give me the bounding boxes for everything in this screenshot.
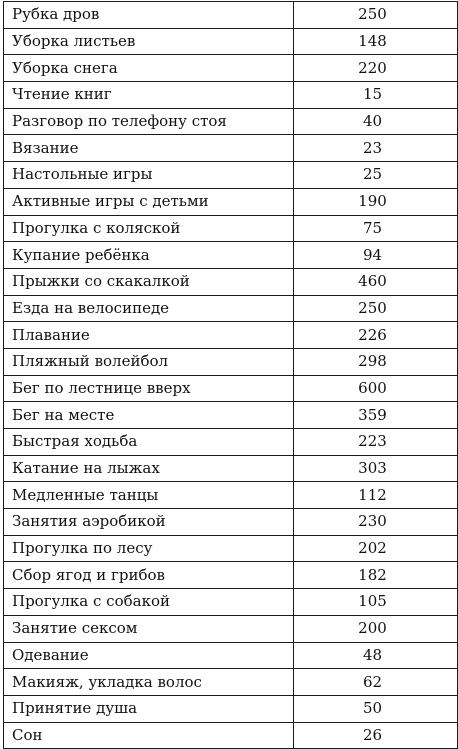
calorie-value-cell: 359	[293, 401, 458, 429]
calorie-value-cell: 223	[293, 428, 458, 456]
table-row: Бег на месте 359	[3, 401, 458, 429]
activity-cell: Бег по лестнице вверх	[3, 374, 294, 403]
activity-cell: Занятие сексом	[3, 614, 294, 643]
calorie-value-cell: 303	[293, 454, 458, 483]
table-row: Бег по лестнице вверх 600	[3, 374, 458, 403]
table-row: Вязание 23	[3, 134, 458, 163]
activity-cell: Рубка дров	[3, 1, 294, 29]
table-row: Прогулка с коляской 75	[3, 214, 458, 243]
calorie-value-cell: 202	[293, 534, 458, 563]
calorie-value-cell: 200	[293, 614, 458, 643]
calorie-value-cell: 460	[293, 267, 458, 296]
table-row: Сбор ягод и грибов 182	[3, 561, 458, 590]
calorie-value-cell: 94	[293, 241, 458, 269]
activity-cell: Прогулка по лесу	[3, 534, 294, 563]
table-row: Занятие сексом 200	[3, 614, 458, 643]
table-row: Рубка дров 250	[3, 1, 458, 29]
calorie-value-cell: 220	[293, 54, 458, 83]
calorie-value-cell: 230	[293, 508, 458, 536]
table-row: Прыжки со скакалкой 460	[3, 267, 458, 296]
calorie-value-cell: 112	[293, 481, 458, 510]
activity-cell: Макияж, укладка волос	[3, 668, 294, 696]
activity-cell: Медленные танцы	[3, 481, 294, 510]
calorie-value-cell: 25	[293, 161, 458, 189]
calorie-value-cell: 62	[293, 668, 458, 696]
table-row: Плавание 226	[3, 321, 458, 349]
table-row: Чтение книг 15	[3, 81, 458, 109]
activity-cell: Сон	[3, 721, 294, 749]
activity-cell: Плавание	[3, 321, 294, 349]
table-row: Катание на лыжах 303	[3, 454, 458, 483]
calorie-value-cell: 40	[293, 107, 458, 136]
table-row: Настольные игры 25	[3, 161, 458, 189]
calorie-value-cell: 600	[293, 374, 458, 403]
calorie-value-cell: 226	[293, 321, 458, 349]
calorie-value-cell: 105	[293, 588, 458, 616]
table-row: Пляжный волейбол 298	[3, 347, 458, 376]
calorie-value-cell: 148	[293, 27, 458, 56]
activity-cell: Прогулка с собакой	[3, 588, 294, 616]
activity-cell: Сбор ягод и грибов	[3, 561, 294, 590]
calorie-value-cell: 26	[293, 721, 458, 749]
activity-cell: Занятия аэробикой	[3, 508, 294, 536]
table-row: Медленные танцы 112	[3, 481, 458, 510]
table-body: Рубка дров 250 Уборка листьев 148 Уборка…	[3, 1, 458, 749]
table-row: Купание ребёнка 94	[3, 241, 458, 269]
activity-cell: Принятие душа	[3, 694, 294, 723]
calorie-value-cell: 250	[293, 1, 458, 29]
calorie-value-cell: 182	[293, 561, 458, 590]
calorie-value-cell: 50	[293, 694, 458, 723]
activity-cell: Уборка снега	[3, 54, 294, 83]
table-row: Одевание 48	[3, 641, 458, 670]
activity-cell: Купание ребёнка	[3, 241, 294, 269]
activity-cell: Настольные игры	[3, 161, 294, 189]
activity-cell: Быстрая ходьба	[3, 428, 294, 456]
table-row: Занятия аэробикой 230	[3, 508, 458, 536]
activity-cell: Уборка листьев	[3, 27, 294, 56]
table-row: Прогулка по лесу 202	[3, 534, 458, 563]
table-row: Езда на велосипеде 250	[3, 294, 458, 323]
calorie-value-cell: 75	[293, 214, 458, 243]
activity-cell: Пляжный волейбол	[3, 347, 294, 376]
calorie-value-cell: 298	[293, 347, 458, 376]
table-row: Принятие душа 50	[3, 694, 458, 723]
activity-cell: Катание на лыжах	[3, 454, 294, 483]
activity-cell: Активные игры с детьми	[3, 187, 294, 216]
table-row: Быстрая ходьба 223	[3, 428, 458, 456]
table-row: Уборка листьев 148	[3, 27, 458, 56]
table-row: Макияж, укладка волос 62	[3, 668, 458, 696]
calorie-value-cell: 23	[293, 134, 458, 163]
activity-cell: Прыжки со скакалкой	[3, 267, 294, 296]
activity-cell: Вязание	[3, 134, 294, 163]
activity-cell: Езда на велосипеде	[3, 294, 294, 323]
table-row: Сон 26	[3, 721, 458, 749]
activity-cell: Прогулка с коляской	[3, 214, 294, 243]
activity-cell: Одевание	[3, 641, 294, 670]
calorie-value-cell: 250	[293, 294, 458, 323]
calorie-value-cell: 48	[293, 641, 458, 670]
table-row: Разговор по телефону стоя 40	[3, 107, 458, 136]
calorie-value-cell: 15	[293, 81, 458, 109]
calorie-value-cell: 190	[293, 187, 458, 216]
activity-cell: Чтение книг	[3, 81, 294, 109]
table-row: Прогулка с собакой 105	[3, 588, 458, 616]
activity-cell: Разговор по телефону стоя	[3, 107, 294, 136]
activity-cell: Бег на месте	[3, 401, 294, 429]
table-row: Уборка снега 220	[3, 54, 458, 83]
activity-calorie-table: Рубка дров 250 Уборка листьев 148 Уборка…	[3, 1, 458, 749]
table-row: Активные игры с детьми 190	[3, 187, 458, 216]
